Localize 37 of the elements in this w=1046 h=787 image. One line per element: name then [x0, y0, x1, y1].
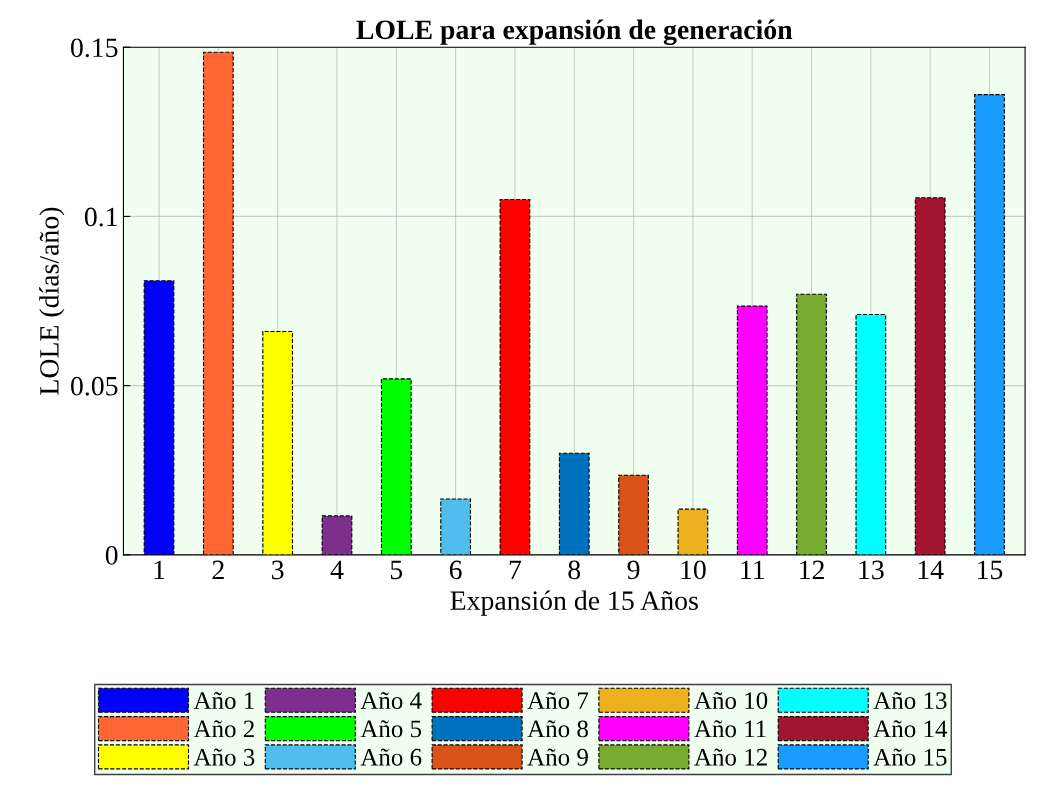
x-tick-label: 11 [741, 560, 764, 579]
x-tick-label: 4 [330, 560, 344, 579]
x-axis-title: Expansión de 15 Años [450, 590, 698, 616]
legend-label: Año 10 [694, 691, 768, 710]
legend-label: Año 12 [694, 748, 767, 766]
legend-label: Año 2 [193, 720, 254, 738]
x-tick-label: 14 [918, 560, 944, 579]
x-tick-label: 5 [390, 560, 403, 580]
x-tick-label: 6 [449, 560, 462, 580]
y-tick-label: 0 [105, 546, 118, 565]
y-axis-title: LOLE (días/año) [39, 207, 65, 395]
x-tick-label: 10 [681, 560, 706, 580]
x-tick-label: 9 [627, 560, 640, 580]
legend-label: Año 3 [193, 748, 255, 766]
y-tick-label: 0.1 [84, 207, 117, 227]
y-tick-label: 0.05 [71, 376, 118, 396]
legend-label: Año 1 [193, 691, 254, 710]
legend-label: Año 5 [360, 720, 422, 738]
legend-label: Año 7 [527, 691, 589, 710]
legend-label: Año 15 [873, 748, 947, 766]
y-tick-label: 0.15 [71, 38, 118, 58]
legend-label: Año 11 [694, 720, 766, 738]
chart-title: LOLE para expansión de generación [356, 19, 793, 46]
x-tick-label: 2 [212, 560, 224, 579]
x-tick-label: 13 [859, 560, 884, 580]
x-tick-label: 3 [272, 560, 284, 580]
legend-label: Año 13 [873, 691, 947, 710]
x-tick-label: 15 [978, 560, 1003, 580]
legend-label: Año 6 [360, 748, 422, 766]
x-tick-label: 7 [509, 560, 522, 579]
legend-label: Año 8 [527, 720, 588, 738]
x-tick-label: 8 [568, 560, 581, 580]
legend-label: Año 14 [873, 720, 948, 738]
x-tick-label: 1 [154, 560, 165, 579]
x-tick-label: 12 [800, 560, 824, 579]
legend-label: Año 4 [360, 691, 422, 710]
legend-label: Año 9 [527, 748, 588, 766]
